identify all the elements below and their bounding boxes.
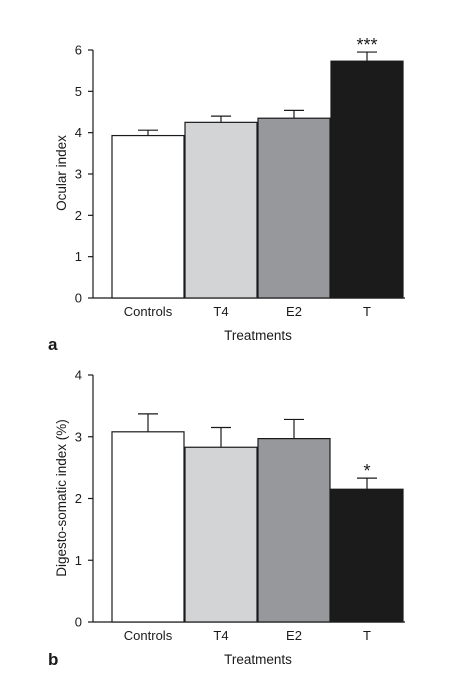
panel-a-y-tick-label: 1 (75, 249, 82, 264)
panel-b-y-tick-label: 0 (75, 615, 82, 630)
panel-a-y-tick-label: 5 (75, 84, 82, 99)
panel-b-bar-controls (111, 431, 185, 623)
panel-b-bar-e2 (257, 438, 331, 623)
panel-b-x-axis-title: Treatments (224, 652, 292, 667)
panel-a-y-tick-label: 2 (75, 208, 82, 223)
panel-a-bar-t (330, 60, 404, 299)
panel-a-x-tick-label: T4 (213, 304, 228, 319)
panel-b-x-tick-label: T4 (213, 628, 228, 643)
panel-a-bar-e2 (257, 117, 331, 299)
panel-b-y-tick-label: 1 (75, 553, 82, 568)
panel-a-y-tick-label: 0 (75, 291, 82, 306)
panel-a-significance-label: *** (356, 35, 377, 55)
panel-a-y-tick-label: 3 (75, 167, 82, 182)
panel-b-y-tick-label: 2 (75, 491, 82, 506)
panel-b-y-tick-label: 3 (75, 429, 82, 444)
panel-a-chart: a Treatments Ocular index 0 1 2 3 4 5 6 Control… (48, 35, 405, 354)
panel-b-chart: b Treatments Digesto-somatic index (%) 0… (48, 368, 405, 669)
panel-a-bar-t4 (184, 121, 258, 299)
panel-a-y-tick-label: 6 (75, 43, 82, 58)
panel-a-x-tick-label: E2 (286, 304, 302, 319)
panel-b-bar-t4 (184, 446, 258, 623)
panel-a-letter: a (48, 335, 58, 354)
panel-b-x-tick-label: Controls (124, 628, 173, 643)
panel-a-bar-controls (111, 134, 185, 299)
panel-b-y-axis-title: Digesto-somatic index (%) (54, 419, 69, 577)
panel-b-letter: b (48, 650, 58, 669)
panel-a-x-tick-label: T (363, 304, 371, 319)
panel-a-x-axis-title: Treatments (224, 328, 292, 343)
panel-a-y-axis-title: Ocular index (54, 135, 69, 211)
panel-a-x-tick-label: Controls (124, 304, 173, 319)
panel-b-bar-t (330, 488, 404, 623)
panel-b-significance-label: * (363, 461, 370, 481)
panel-b-x-tick-label: E2 (286, 628, 302, 643)
panel-b-y-tick-label: 4 (75, 368, 82, 383)
panel-b-x-tick-label: T (363, 628, 371, 643)
panel-a-y-tick-label: 4 (75, 125, 82, 140)
